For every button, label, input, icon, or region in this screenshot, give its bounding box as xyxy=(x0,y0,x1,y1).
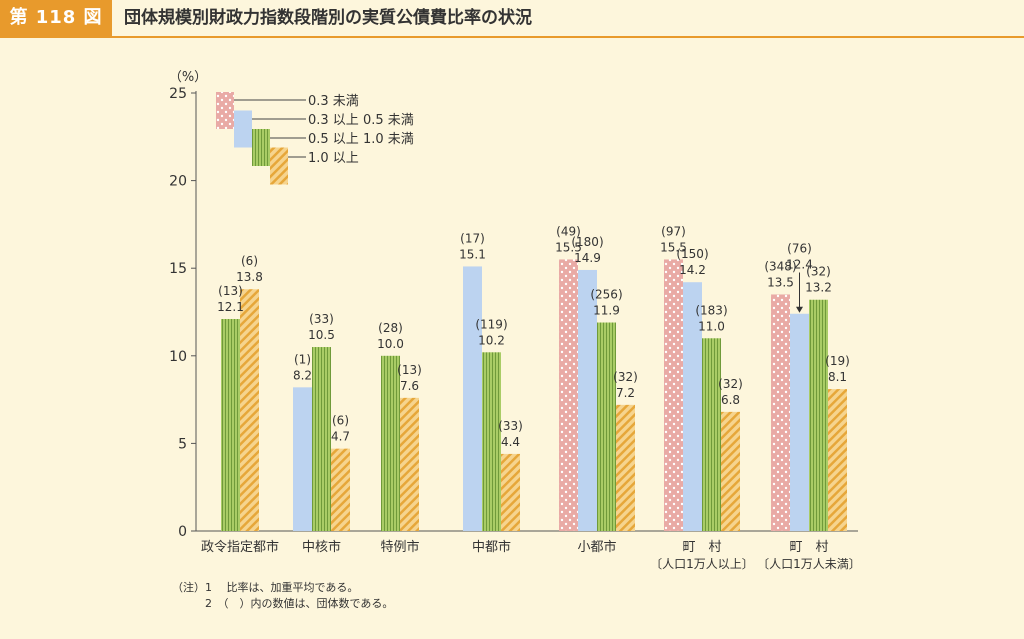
data-label: 15.1 xyxy=(459,247,486,261)
bar xyxy=(381,355,400,531)
count-label: (33) xyxy=(309,312,334,326)
data-label: 7.2 xyxy=(616,386,635,400)
category-label: 中核市 xyxy=(302,539,341,555)
count-label: (348) xyxy=(764,259,796,273)
count-label: (13) xyxy=(397,363,422,377)
data-label: 4.4 xyxy=(501,435,520,449)
count-label: (13) xyxy=(218,284,243,298)
bar xyxy=(721,411,740,531)
data-label: 8.2 xyxy=(293,368,312,382)
category-sublabel: 〔人口1万人以上〕 xyxy=(650,557,754,571)
bar xyxy=(482,352,501,531)
data-label: 14.9 xyxy=(574,251,601,265)
data-label: 13.5 xyxy=(767,275,794,289)
data-label: 4.7 xyxy=(331,430,350,444)
count-label: (180) xyxy=(571,235,603,249)
count-label: (49) xyxy=(556,224,581,238)
y-tick-label: 10 xyxy=(169,349,187,365)
figure-title: 団体規模別財政力指数段階別の実質公債費比率の状況 xyxy=(124,8,532,28)
bar xyxy=(312,347,331,531)
bar xyxy=(616,404,635,531)
data-label: 10.0 xyxy=(377,337,404,351)
count-label: (28) xyxy=(378,321,403,335)
bar xyxy=(828,389,847,531)
category-label: 中都市 xyxy=(472,539,511,555)
count-label: (119) xyxy=(475,317,507,331)
bar xyxy=(771,294,790,531)
category-sublabel: 〔人口1万人未満〕 xyxy=(757,557,861,571)
data-label: 14.2 xyxy=(679,263,706,277)
bar xyxy=(664,259,683,531)
data-label: 12.1 xyxy=(217,300,244,314)
label-arrow-head xyxy=(796,306,803,313)
bar xyxy=(559,259,578,531)
figure-number-badge: 第 118 図 xyxy=(0,0,112,36)
note-2: 2 （ ）内の数値は、団体数である。 xyxy=(172,597,394,610)
data-label: 10.2 xyxy=(478,333,505,347)
legend-label: 0.5 以上 1.0 未満 xyxy=(308,132,414,147)
data-label: 15.5 xyxy=(660,240,687,254)
data-label: 7.6 xyxy=(400,379,419,393)
count-label: (6) xyxy=(241,254,258,268)
bar xyxy=(293,387,312,531)
bar xyxy=(240,289,259,531)
count-label: (183) xyxy=(695,303,727,317)
figure-header: 第 118 図 団体規模別財政力指数段階別の実質公債費比率の状況 xyxy=(0,0,1024,38)
legend-label: 1.0 以上 xyxy=(308,151,359,166)
y-tick-label: 20 xyxy=(169,174,187,190)
data-label: 11.0 xyxy=(698,319,725,333)
category-label: 町 村 xyxy=(789,540,828,555)
count-label: (256) xyxy=(590,288,622,302)
legend-label: 0.3 以上 0.5 未満 xyxy=(308,113,414,128)
count-label: (6) xyxy=(332,414,349,428)
legend-label: 0.3 未満 xyxy=(308,94,359,109)
y-tick-label: 5 xyxy=(178,436,187,452)
y-unit-label: （%） xyxy=(169,70,207,85)
count-label: (150) xyxy=(676,247,708,261)
legend-swatch xyxy=(234,110,252,148)
bar-chart: 0 5 10 15 20 25（%） 0.3 未満 0.3 以上 0.5 未満 0.5 以上 … xyxy=(169,70,861,571)
count-label: (76) xyxy=(787,241,812,255)
y-tick-label: 0 xyxy=(178,524,187,540)
chart-notes: （注）1 比率は、加重平均である。 2 （ ）内の数値は、団体数である。 xyxy=(172,580,393,612)
bar xyxy=(683,282,702,531)
bar xyxy=(331,448,350,531)
data-label: 6.8 xyxy=(721,393,740,407)
count-label: (19) xyxy=(825,354,850,368)
bar xyxy=(221,319,240,531)
legend-swatch xyxy=(270,147,288,185)
count-label: (32) xyxy=(718,377,743,391)
count-label: (17) xyxy=(460,231,485,245)
data-label: 13.8 xyxy=(236,270,263,284)
category-label: 町 村 xyxy=(682,540,721,555)
data-label: 13.2 xyxy=(805,281,832,295)
count-label: (1) xyxy=(294,352,311,366)
category-label: 特例市 xyxy=(380,539,419,555)
bar xyxy=(790,313,809,531)
bar xyxy=(578,269,597,531)
data-label: 15.5 xyxy=(555,240,582,254)
bar xyxy=(702,338,721,531)
y-tick-label: 25 xyxy=(169,86,187,102)
legend-swatch xyxy=(252,129,270,166)
bar xyxy=(597,322,616,531)
note-1: （注）1 比率は、加重平均である。 xyxy=(172,581,359,594)
y-tick-label: 15 xyxy=(169,261,187,277)
count-label: (32) xyxy=(806,265,831,279)
category-label: 小都市 xyxy=(577,539,616,555)
count-label: (32) xyxy=(613,370,638,384)
data-label: 12.4 xyxy=(786,257,813,271)
count-label: (33) xyxy=(498,419,523,433)
data-label: 8.1 xyxy=(828,370,847,384)
bar xyxy=(463,266,482,531)
bar xyxy=(501,453,520,531)
category-label: 政令指定都市 xyxy=(201,539,279,555)
count-label: (97) xyxy=(661,224,686,238)
bar xyxy=(400,397,419,531)
header-divider xyxy=(0,36,1024,38)
data-label: 11.9 xyxy=(593,304,620,318)
bar xyxy=(809,299,828,531)
data-label: 10.5 xyxy=(308,328,335,342)
legend-swatch xyxy=(216,92,234,129)
